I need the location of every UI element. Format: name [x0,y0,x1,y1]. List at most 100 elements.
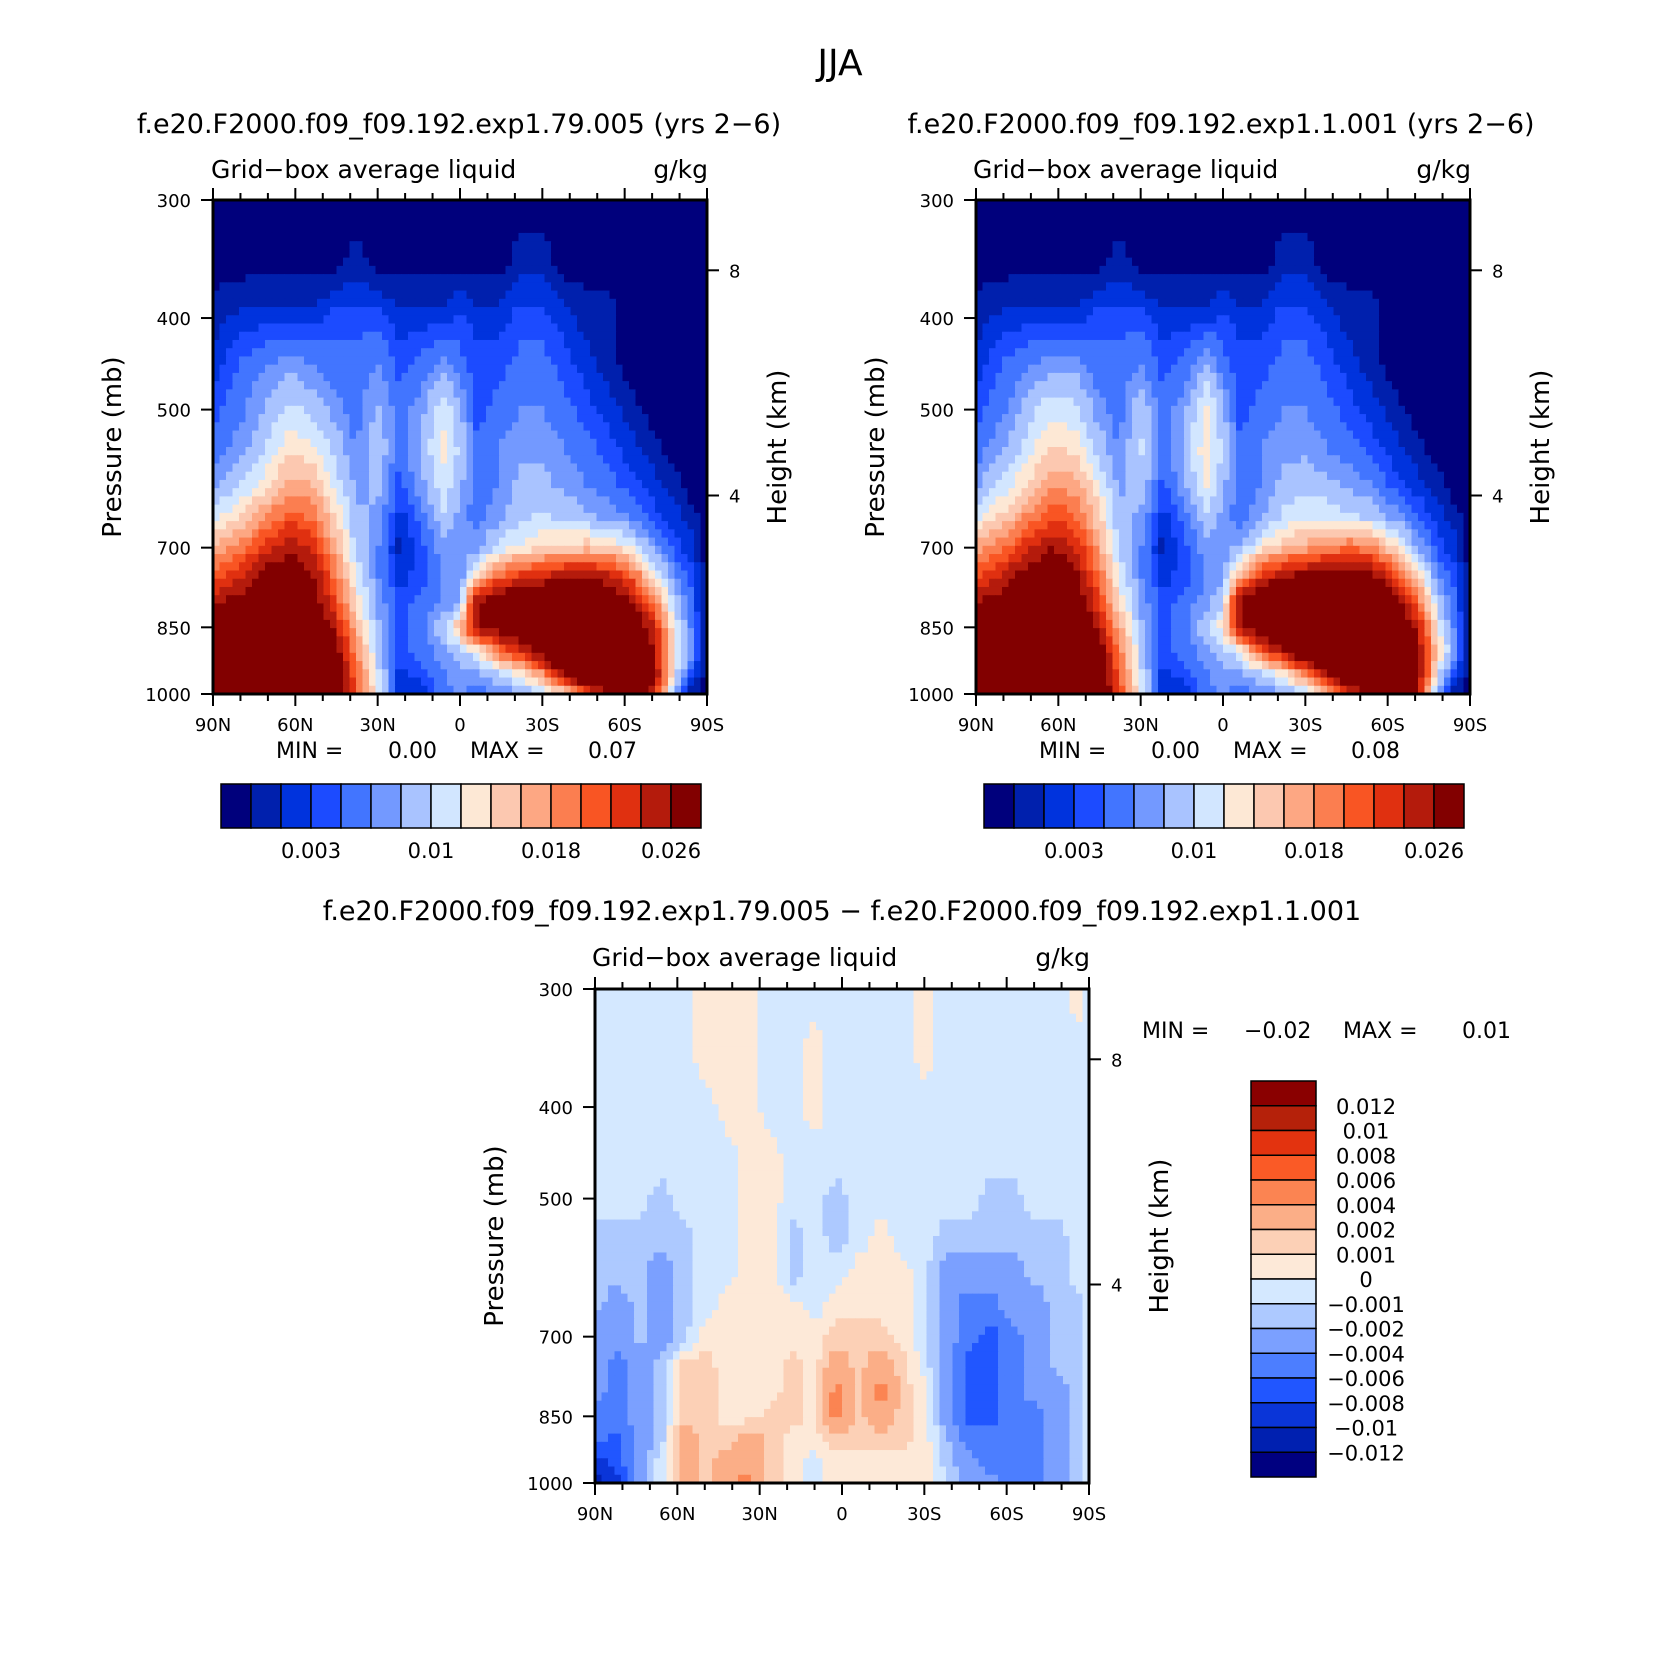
field-cell [557,241,565,250]
field-cell [460,298,468,308]
field-cell [395,455,403,465]
field-cell [1021,232,1029,242]
field-cell [616,405,624,415]
field-cell [330,471,338,481]
field-cell [583,265,591,275]
field-cell [453,249,461,259]
field-cell [1249,224,1257,234]
field-cell [590,274,598,283]
field-cell [492,307,500,316]
field-cell [499,504,507,514]
field-cell [408,669,416,679]
field-cell [265,479,273,489]
field-cell [395,224,403,234]
field-cell [284,274,292,283]
field-cell [258,496,266,506]
field-cell [642,208,650,218]
field-cell [375,356,383,366]
field-cell [564,677,572,687]
field-cell [395,298,403,308]
field-cell [590,364,598,374]
field-cell [447,479,455,489]
field-cell [505,232,513,242]
field-cell [1275,224,1283,234]
field-cell [596,652,604,662]
field-cell [408,430,416,440]
field-cell [564,455,572,465]
field-cell [687,224,695,234]
field-cell [414,661,422,670]
field-cell [603,282,611,292]
field-cell [395,381,403,390]
field-cell [304,241,312,250]
field-cell [551,290,559,300]
field-cell [1275,200,1283,209]
field-cell [434,405,442,415]
field-cell [1411,224,1419,234]
field-cell [674,430,682,440]
field-cell [447,356,455,366]
field-cell [1073,216,1081,226]
field-cell [681,628,689,637]
field-cell [486,652,494,662]
field-cell [609,595,617,605]
field-cell [330,447,338,456]
field-cell [258,422,266,432]
field-cell [655,586,663,596]
field-cell [479,685,487,695]
field-cell [369,512,377,522]
field-cell [557,397,565,407]
field-cell [648,257,656,267]
field-cell [440,562,448,572]
field-cell [375,381,383,390]
field-cell [492,644,500,654]
field-cell [492,636,500,646]
field-cell [512,405,520,415]
field-cell [284,348,292,358]
field-cell [219,224,227,234]
field-cell [551,265,559,275]
field-cell [382,537,390,547]
field-cell [596,479,604,489]
field-cell [525,521,533,530]
field-cell [629,307,637,316]
field-cell [226,447,234,456]
field-cell [265,455,273,465]
field-cell [317,224,325,234]
field-cell [401,216,409,226]
field-cell [596,200,604,209]
field-cell [492,512,500,522]
field-cell [375,274,383,283]
field-cell [291,249,299,259]
field-cell [557,529,565,539]
field-cell [609,298,617,308]
field-cell [479,447,487,456]
field-cell [616,619,624,629]
field-cell [570,307,578,316]
field-cell [525,356,533,366]
field-cell [343,611,351,621]
field-cell [655,397,663,407]
field-cell [226,241,234,250]
field-cell [1002,224,1010,234]
field-cell [330,381,338,390]
field-cell [700,224,708,234]
field-cell [226,455,234,465]
field-cell [349,595,357,605]
field-cell [531,315,539,325]
field-cell [388,512,396,522]
field-cell [1210,200,1218,209]
field-cell [687,249,695,259]
field-cell [388,208,396,218]
field-cell [479,257,487,267]
field-cell [265,372,273,382]
field-cell [226,669,234,679]
field-cell [349,661,357,670]
field-cell [642,488,650,497]
field-cell [642,521,650,530]
field-cell [278,208,286,218]
field-cell [700,364,708,374]
field-cell [460,405,468,415]
field-cell [661,389,669,399]
field-cell [674,315,682,325]
